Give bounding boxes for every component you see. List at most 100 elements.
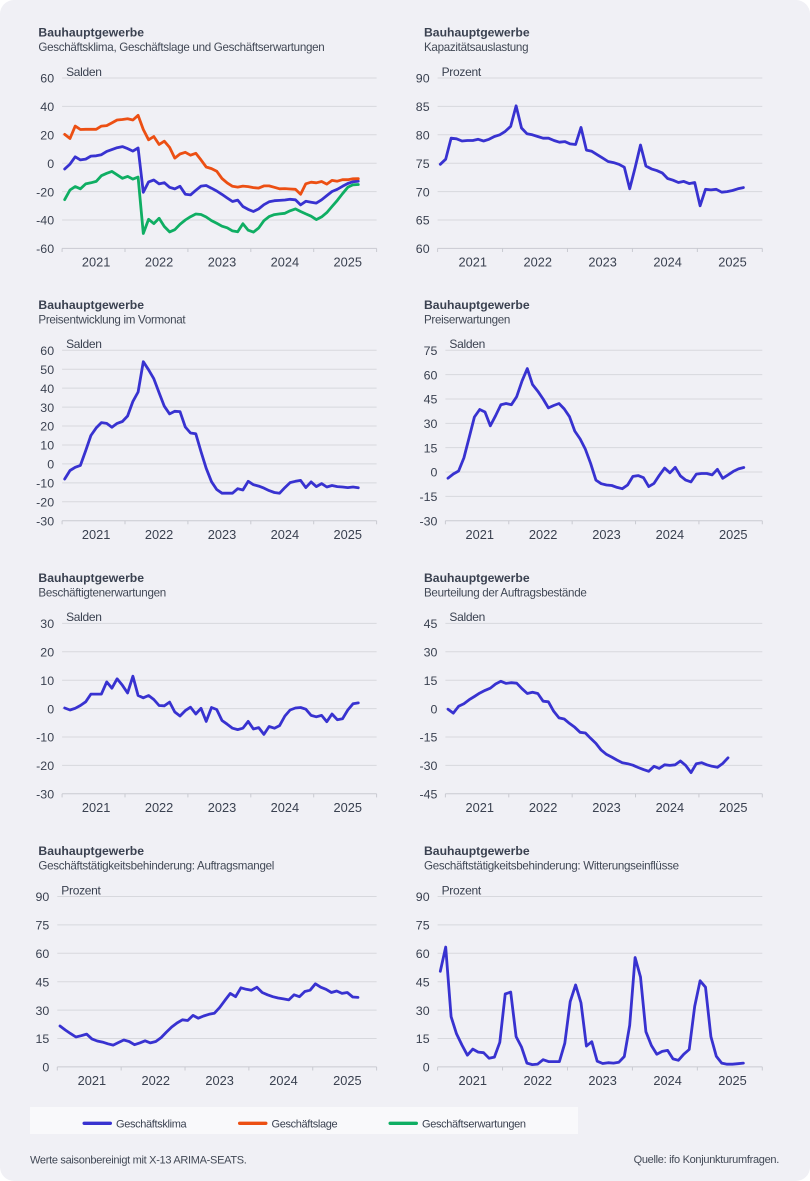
svg-text:Salden: Salden — [66, 65, 102, 79]
svg-text:2022: 2022 — [529, 800, 557, 815]
svg-text:2023: 2023 — [588, 1073, 616, 1088]
svg-text:45: 45 — [424, 393, 438, 407]
svg-text:2024: 2024 — [656, 800, 684, 815]
svg-text:Prozent: Prozent — [442, 65, 482, 79]
svg-text:30: 30 — [424, 646, 438, 660]
svg-text:Bauhauptgewerbe: Bauhauptgewerbe — [38, 844, 144, 858]
svg-text:2021: 2021 — [78, 1073, 106, 1088]
svg-text:2025: 2025 — [718, 1073, 746, 1088]
svg-text:Beurteilung der Auftragsbestän: Beurteilung der Auftragsbestände — [424, 586, 587, 599]
svg-text:20: 20 — [40, 129, 54, 143]
svg-text:10: 10 — [40, 439, 54, 453]
svg-text:2025: 2025 — [333, 1073, 361, 1088]
svg-text:Salden: Salden — [449, 337, 485, 351]
svg-text:2022: 2022 — [529, 527, 557, 542]
svg-text:2023: 2023 — [592, 527, 620, 542]
svg-text:2025: 2025 — [334, 255, 362, 270]
svg-text:75: 75 — [424, 344, 438, 358]
svg-text:2024: 2024 — [269, 1073, 297, 1088]
svg-text:-30: -30 — [36, 514, 54, 528]
svg-text:20: 20 — [40, 420, 54, 434]
svg-text:-30: -30 — [36, 788, 54, 802]
svg-text:-10: -10 — [36, 731, 54, 745]
svg-text:40: 40 — [40, 100, 54, 114]
svg-text:-40: -40 — [36, 214, 54, 228]
svg-text:0: 0 — [423, 1061, 430, 1075]
svg-text:90: 90 — [416, 890, 430, 904]
svg-text:Bauhauptgewerbe: Bauhauptgewerbe — [424, 571, 530, 585]
svg-text:65: 65 — [416, 214, 430, 228]
svg-text:45: 45 — [36, 975, 50, 989]
svg-text:2023: 2023 — [205, 1073, 233, 1088]
svg-text:60: 60 — [416, 242, 430, 256]
svg-text:60: 60 — [416, 947, 430, 961]
svg-text:Beschäftigtenerwartungen: Beschäftigtenerwartungen — [38, 586, 166, 599]
svg-text:30: 30 — [40, 617, 54, 631]
svg-text:15: 15 — [424, 674, 438, 688]
svg-text:0: 0 — [42, 1061, 49, 1075]
svg-text:Bauhauptgewerbe: Bauhauptgewerbe — [424, 844, 530, 858]
svg-text:60: 60 — [424, 368, 438, 382]
svg-text:Geschäftsklima, Geschäftslage: Geschäftsklima, Geschäftslage und Geschä… — [38, 41, 324, 54]
svg-text:-15: -15 — [419, 490, 437, 504]
svg-text:-20: -20 — [36, 495, 54, 509]
svg-text:-10: -10 — [36, 477, 54, 491]
svg-text:Geschäftslage: Geschäftslage — [272, 1119, 338, 1131]
svg-text:-45: -45 — [419, 788, 437, 802]
svg-text:2024: 2024 — [656, 527, 684, 542]
svg-text:Geschäftstätigkeitsbehinderung: Geschäftstätigkeitsbehinderung: Auftrags… — [38, 860, 274, 873]
svg-text:2022: 2022 — [145, 527, 173, 542]
svg-text:Bauhauptgewerbe: Bauhauptgewerbe — [424, 26, 530, 40]
svg-text:-30: -30 — [419, 759, 437, 773]
svg-text:Salden: Salden — [66, 610, 102, 624]
svg-text:20: 20 — [40, 646, 54, 660]
svg-text:2025: 2025 — [334, 800, 362, 815]
svg-text:75: 75 — [36, 919, 50, 933]
svg-text:2025: 2025 — [718, 255, 746, 270]
svg-text:2023: 2023 — [588, 255, 616, 270]
svg-text:2025: 2025 — [719, 527, 747, 542]
svg-text:2023: 2023 — [208, 255, 236, 270]
svg-text:-15: -15 — [419, 731, 437, 745]
svg-text:2024: 2024 — [653, 1073, 681, 1088]
svg-text:40: 40 — [40, 382, 54, 396]
svg-text:15: 15 — [424, 441, 438, 455]
svg-text:60: 60 — [40, 72, 54, 86]
svg-text:2022: 2022 — [142, 1073, 170, 1088]
svg-text:0: 0 — [430, 702, 437, 716]
svg-text:2025: 2025 — [334, 527, 362, 542]
svg-text:45: 45 — [416, 975, 430, 989]
svg-text:Prozent: Prozent — [61, 883, 101, 897]
svg-text:50: 50 — [40, 363, 54, 377]
svg-text:60: 60 — [36, 947, 50, 961]
svg-text:2024: 2024 — [271, 255, 299, 270]
svg-text:2023: 2023 — [208, 527, 236, 542]
svg-text:2022: 2022 — [523, 1073, 551, 1088]
svg-text:2025: 2025 — [719, 800, 747, 815]
svg-text:Bauhauptgewerbe: Bauhauptgewerbe — [38, 571, 144, 585]
svg-text:Werte saisonbereinigt mit X-13: Werte saisonbereinigt mit X-13 ARIMA-SEA… — [30, 1155, 247, 1167]
svg-text:2021: 2021 — [465, 800, 493, 815]
svg-text:0: 0 — [47, 702, 54, 716]
svg-text:2024: 2024 — [271, 800, 299, 815]
svg-text:Prozent: Prozent — [442, 883, 482, 897]
svg-text:30: 30 — [416, 1004, 430, 1018]
svg-text:2021: 2021 — [459, 1073, 487, 1088]
svg-text:Geschäftstätigkeitsbehinderung: Geschäftstätigkeitsbehinderung: Witterun… — [424, 860, 679, 873]
svg-text:2021: 2021 — [459, 255, 487, 270]
svg-text:70: 70 — [416, 185, 430, 199]
svg-text:15: 15 — [416, 1032, 430, 1046]
svg-text:-30: -30 — [419, 514, 437, 528]
svg-text:2024: 2024 — [271, 527, 299, 542]
svg-text:90: 90 — [416, 72, 430, 86]
svg-text:Geschäftserwartungen: Geschäftserwartungen — [422, 1119, 526, 1131]
svg-text:0: 0 — [47, 458, 54, 472]
svg-text:-60: -60 — [36, 242, 54, 256]
svg-text:15: 15 — [36, 1032, 50, 1046]
svg-text:30: 30 — [36, 1004, 50, 1018]
svg-text:Preiserwartungen: Preiserwartungen — [424, 313, 510, 326]
svg-text:75: 75 — [416, 919, 430, 933]
svg-text:2021: 2021 — [82, 527, 110, 542]
svg-text:2023: 2023 — [592, 800, 620, 815]
svg-text:90: 90 — [36, 890, 50, 904]
